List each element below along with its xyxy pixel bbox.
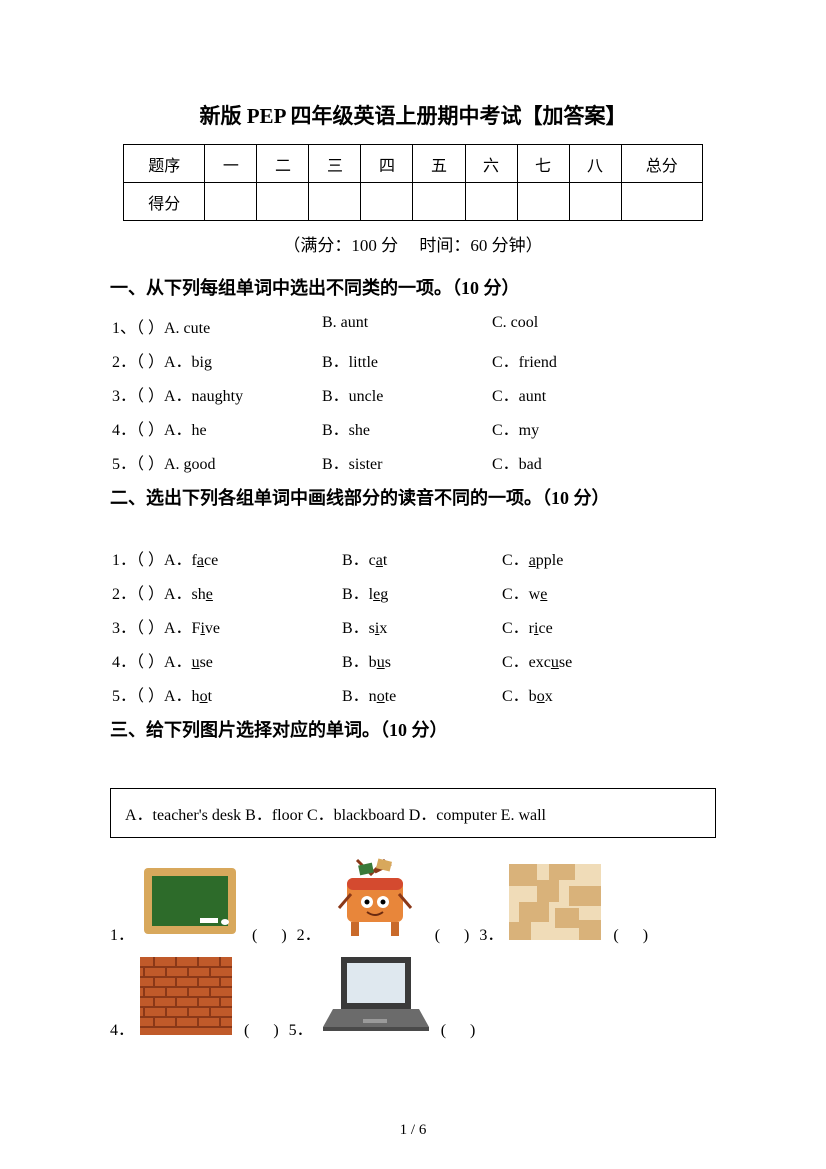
question-row: 2．（ ）A．bigB．littleC．friend	[110, 348, 716, 372]
question-row: 5．（ ）A．hotB．noteC．box	[110, 682, 716, 706]
section-2-heading: 二、选出下列各组单词中画线部分的读音不同的一项。（10 分）	[110, 484, 716, 510]
option-b: B．uncle	[322, 382, 492, 406]
option-c: C．apple	[502, 546, 716, 570]
cell: 三	[309, 145, 361, 183]
option-c: C．aunt	[492, 382, 716, 406]
computer-icon	[319, 953, 429, 1040]
item-number: 1．	[110, 921, 134, 945]
table-row-scores: 得分	[124, 183, 703, 221]
score-table: 题序 一 二 三 四 五 六 七 八 总分 得分	[123, 144, 703, 221]
option-a: 3．（ ）A．naughty	[112, 382, 322, 406]
option-c: C．friend	[492, 348, 716, 372]
option-a: 2．（ ）A．big	[112, 348, 322, 372]
wall-icon	[140, 957, 232, 1040]
exam-info: （满分：100 分 时间：60 分钟）	[110, 231, 716, 256]
option-b: B．little	[322, 348, 492, 372]
item-number: 4．	[110, 1016, 134, 1040]
page-footer: 1 / 6	[0, 1122, 826, 1139]
cell: 四	[361, 145, 413, 183]
section-3-heading: 三、给下列图片选择对应的单词。（10 分）	[110, 716, 716, 742]
option-c: C. cool	[492, 314, 716, 338]
option-b: B．note	[342, 682, 502, 706]
cell-blank	[361, 183, 413, 221]
image-row-2: 4． ( ) 5．	[110, 953, 716, 1040]
cell-blank	[205, 183, 257, 221]
option-b: B．she	[322, 416, 492, 440]
cell: 八	[569, 145, 621, 183]
section-2-list: 1．（ ）A．faceB．catC．apple2．（ ）A．sheB．legC．…	[110, 546, 716, 706]
item-number: 2．	[297, 921, 321, 945]
question-row: 3．（ ）A．naughtyB．uncleC．aunt	[110, 382, 716, 406]
table-row-header: 题序 一 二 三 四 五 六 七 八 总分	[124, 145, 703, 183]
cell-blank	[309, 183, 361, 221]
answer-blank: ( )	[252, 927, 287, 945]
option-a: 1、（ ）A. cute	[112, 314, 322, 338]
option-a: 4．（ ）A．use	[112, 648, 342, 672]
cell-blank	[517, 183, 569, 221]
question-row: 1．（ ）A．faceB．catC．apple	[110, 546, 716, 570]
cell-blank	[569, 183, 621, 221]
cell: 一	[205, 145, 257, 183]
page-title: 新版 PEP 四年级英语上册期中考试【加答案】	[110, 100, 716, 130]
cell: 六	[465, 145, 517, 183]
image-row-1: 1． ( ) 2．	[110, 850, 716, 945]
option-a: 5．（ ）A. good	[112, 450, 322, 474]
section-1-heading: 一、从下列每组单词中选出不同类的一项。（10 分）	[110, 274, 716, 300]
option-b: B．sister	[322, 450, 492, 474]
option-a: 2．（ ）A．she	[112, 580, 342, 604]
answer-blank: ( )	[435, 927, 470, 945]
item-number: 5．	[289, 1016, 313, 1040]
option-c: C．my	[492, 416, 716, 440]
question-row: 4．（ ）A．heB．sheC．my	[110, 416, 716, 440]
answer-blank: ( )	[244, 1022, 279, 1040]
cell: 五	[413, 145, 465, 183]
item-number: 3．	[479, 921, 503, 945]
option-a: 4．（ ）A．he	[112, 416, 322, 440]
cell-blank	[257, 183, 309, 221]
cell-label: 得分	[124, 183, 205, 221]
cell: 二	[257, 145, 309, 183]
question-row: 5．（ ）A. goodB．sisterC．bad	[110, 450, 716, 474]
blackboard-icon	[140, 864, 240, 945]
options-box: A．teacher's desk B．floor C．blackboard D．…	[110, 788, 716, 838]
question-row: 1、（ ）A. cuteB. auntC. cool	[110, 314, 716, 338]
option-b: B．bus	[342, 648, 502, 672]
answer-blank: ( )	[441, 1022, 476, 1040]
cell-blank	[621, 183, 702, 221]
option-c: C．we	[502, 580, 716, 604]
option-b: B. aunt	[322, 314, 492, 338]
option-a: 3．（ ）A．Five	[112, 614, 342, 638]
cell: 七	[517, 145, 569, 183]
option-c: C．bad	[492, 450, 716, 474]
option-a: 5．（ ）A．hot	[112, 682, 342, 706]
option-c: C．rice	[502, 614, 716, 638]
cell-blank	[413, 183, 465, 221]
option-b: B．leg	[342, 580, 502, 604]
cell-total: 总分	[621, 145, 702, 183]
floor-icon	[509, 864, 601, 945]
answer-blank: ( )	[613, 927, 648, 945]
option-a: 1．（ ）A．face	[112, 546, 342, 570]
option-c: C．box	[502, 682, 716, 706]
cell-blank	[465, 183, 517, 221]
option-b: B．cat	[342, 546, 502, 570]
question-row: 3．（ ）A．FiveB．sixC．rice	[110, 614, 716, 638]
question-row: 4．（ ）A．useB．busC．excuse	[110, 648, 716, 672]
teacher-desk-icon	[327, 850, 423, 945]
option-c: C．excuse	[502, 648, 716, 672]
cell-label: 题序	[124, 145, 205, 183]
section-1-list: 1、（ ）A. cuteB. auntC. cool 2．（ ）A．bigB．li…	[110, 314, 716, 474]
option-b: B．six	[342, 614, 502, 638]
question-row: 2．（ ）A．sheB．legC．we	[110, 580, 716, 604]
